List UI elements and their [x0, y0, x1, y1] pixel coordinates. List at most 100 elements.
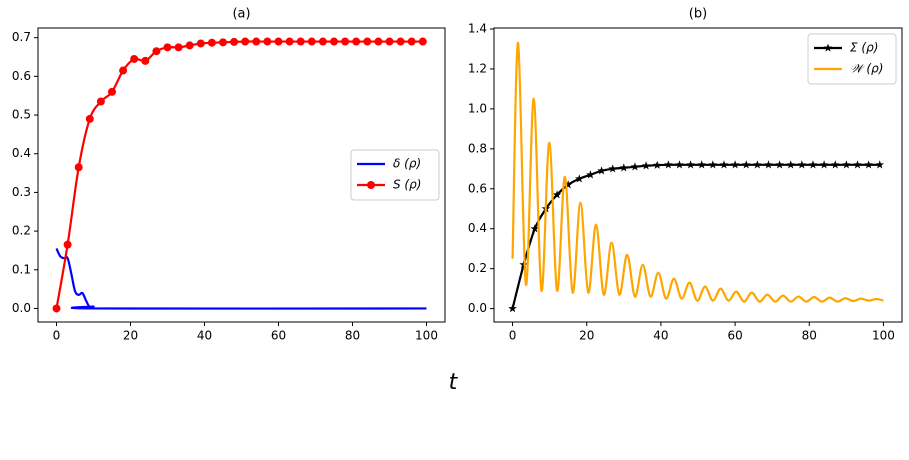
x-tick-label: 0	[509, 329, 517, 343]
marker	[741, 160, 751, 169]
y-tick-label: 0.1	[12, 262, 31, 276]
marker	[174, 43, 183, 52]
marker	[341, 37, 350, 46]
y-tick-label: 0.2	[468, 261, 487, 275]
marker	[274, 37, 283, 46]
y-tick-label: 0.2	[12, 224, 31, 238]
marker	[764, 160, 773, 169]
line	[511, 41, 884, 303]
legend-label: S (ρ)	[393, 178, 421, 192]
marker	[786, 160, 796, 169]
y-tick-label: 0.6	[12, 69, 31, 83]
marker	[74, 163, 83, 172]
marker	[686, 160, 695, 169]
marker	[241, 37, 250, 46]
marker	[597, 166, 606, 175]
marker	[563, 180, 573, 189]
marker	[775, 160, 784, 169]
axes-frame	[493, 27, 903, 323]
plot-area	[508, 41, 885, 313]
x-tick-label: 40	[197, 329, 212, 343]
marker	[508, 304, 517, 313]
legend-box	[807, 33, 897, 85]
y-tick-label: 0.5	[12, 108, 31, 122]
marker	[152, 47, 161, 56]
y-tick-label: 0.8	[468, 141, 487, 155]
marker	[819, 160, 829, 169]
marker	[230, 37, 239, 46]
marker	[418, 37, 427, 46]
marker	[363, 37, 372, 46]
y-tick-label: 1.4	[468, 21, 487, 35]
marker	[130, 54, 139, 63]
marker	[823, 43, 833, 52]
y-tick-label: 0.0	[468, 301, 487, 315]
marker	[330, 37, 338, 46]
marker	[641, 161, 651, 170]
x-tick-label: 20	[123, 329, 138, 343]
marker	[63, 240, 72, 249]
x-tick-label: 80	[802, 329, 817, 343]
marker	[697, 160, 706, 169]
marker	[219, 38, 227, 47]
marker	[875, 160, 885, 169]
marker	[367, 181, 375, 189]
x-axis-label: t	[449, 370, 459, 395]
x-tick-label: 100	[872, 329, 895, 343]
marker	[652, 160, 662, 169]
line	[55, 248, 427, 310]
subplot-title: (b)	[689, 7, 707, 22]
marker	[307, 37, 316, 46]
marker	[530, 224, 540, 233]
marker	[207, 38, 216, 47]
x-tick-label: 20	[579, 329, 594, 343]
y-tick-label: 0.3	[12, 185, 31, 199]
marker	[586, 170, 595, 179]
marker	[864, 160, 873, 169]
marker	[608, 164, 617, 173]
marker	[96, 97, 105, 106]
y-tick-label: 0.0	[12, 301, 31, 315]
marker	[296, 37, 305, 46]
marker	[163, 43, 172, 52]
marker	[619, 163, 629, 172]
marker	[263, 37, 272, 46]
marker	[842, 160, 851, 169]
marker	[630, 162, 640, 171]
marker	[664, 160, 673, 169]
marker	[385, 37, 394, 46]
subplot: (b) 0 20 40 60 80 100 0.0 0.2 0.4 0.6 0.8 1.0 1.2 1.4 Σ…	[468, 7, 903, 343]
marker	[396, 37, 405, 46]
x-tick-label: 100	[415, 329, 438, 343]
y-tick-label: 1.2	[468, 61, 487, 75]
y-tick-label: 0.4	[468, 221, 487, 235]
marker	[252, 37, 261, 46]
legend-label: δ (ρ)	[393, 157, 421, 171]
axes-frame	[37, 27, 446, 323]
y-tick-label: 0.7	[12, 30, 31, 44]
y-tick-label: 0.4	[12, 146, 31, 160]
marker	[407, 37, 416, 46]
subplot: (a) 0 20 40 60 80 100 0.0 0.1 0.2 0.3 0.4 0.5 0.6 0.7 δ…	[12, 7, 446, 343]
x-tick-label: 40	[653, 329, 668, 343]
marker	[675, 160, 684, 169]
marker	[575, 174, 584, 183]
marker	[830, 160, 840, 169]
x-tick-label: 60	[727, 329, 742, 343]
marker	[52, 304, 61, 313]
marker	[85, 114, 94, 123]
marker	[808, 160, 818, 169]
marker	[108, 87, 116, 96]
line	[511, 163, 880, 309]
plot-area	[52, 37, 427, 313]
marker	[318, 37, 327, 46]
x-tick-label: 0	[53, 329, 61, 343]
marker	[141, 56, 150, 65]
x-tick-label: 80	[345, 329, 360, 343]
legend-label: Σ (ρ)	[850, 41, 878, 55]
marker	[119, 66, 128, 75]
legend-label: 𝒲 (ρ)	[850, 62, 883, 76]
x-tick-label: 60	[271, 329, 286, 343]
subplot-title: (a)	[232, 7, 250, 22]
